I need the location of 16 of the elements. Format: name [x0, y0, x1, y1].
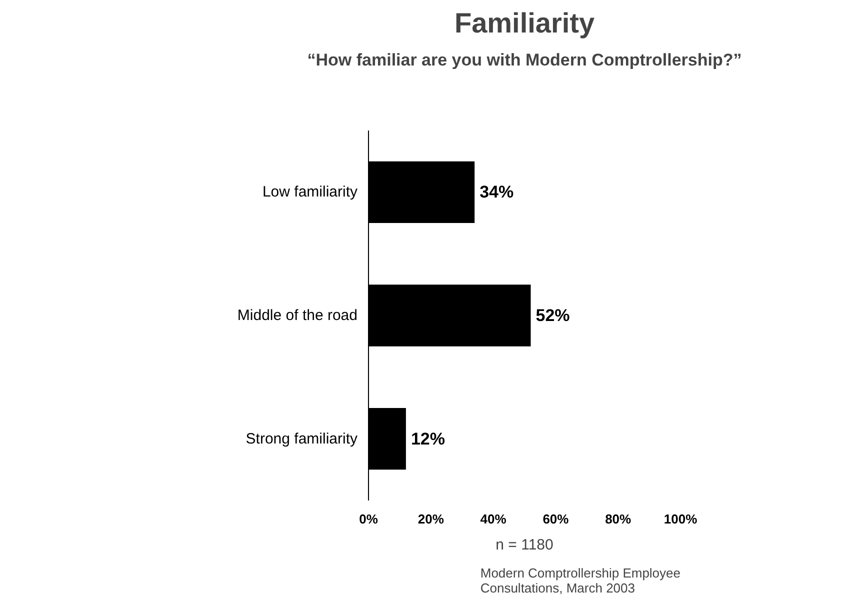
text: Modern Comptrollership Employee Consultations, March 2003	[480, 566, 681, 596]
data-label: 34%	[480, 182, 514, 202]
text: n = 1180	[496, 536, 554, 554]
data-label: 52%	[536, 306, 570, 325]
x-tick-label: 60%	[542, 512, 570, 526]
x-tick-label: 20%	[418, 512, 444, 526]
x-tick-label: 0%	[359, 512, 378, 526]
chart-subtitle: “How familiar are you with Modern Comptrollership?”	[307, 50, 742, 70]
x-tick-label: 40%	[480, 512, 507, 526]
y-tick-label: Middle of the road	[237, 307, 358, 324]
y-tick-label: Strong familiarity	[246, 430, 358, 448]
chart-title: Familiarity	[454, 8, 595, 38]
data-label: 12%	[410, 429, 445, 448]
y-tick-label: Low familiarity	[262, 184, 358, 201]
x-tick-label: 100%	[664, 512, 698, 526]
x-tick-label: 80%	[605, 512, 632, 526]
